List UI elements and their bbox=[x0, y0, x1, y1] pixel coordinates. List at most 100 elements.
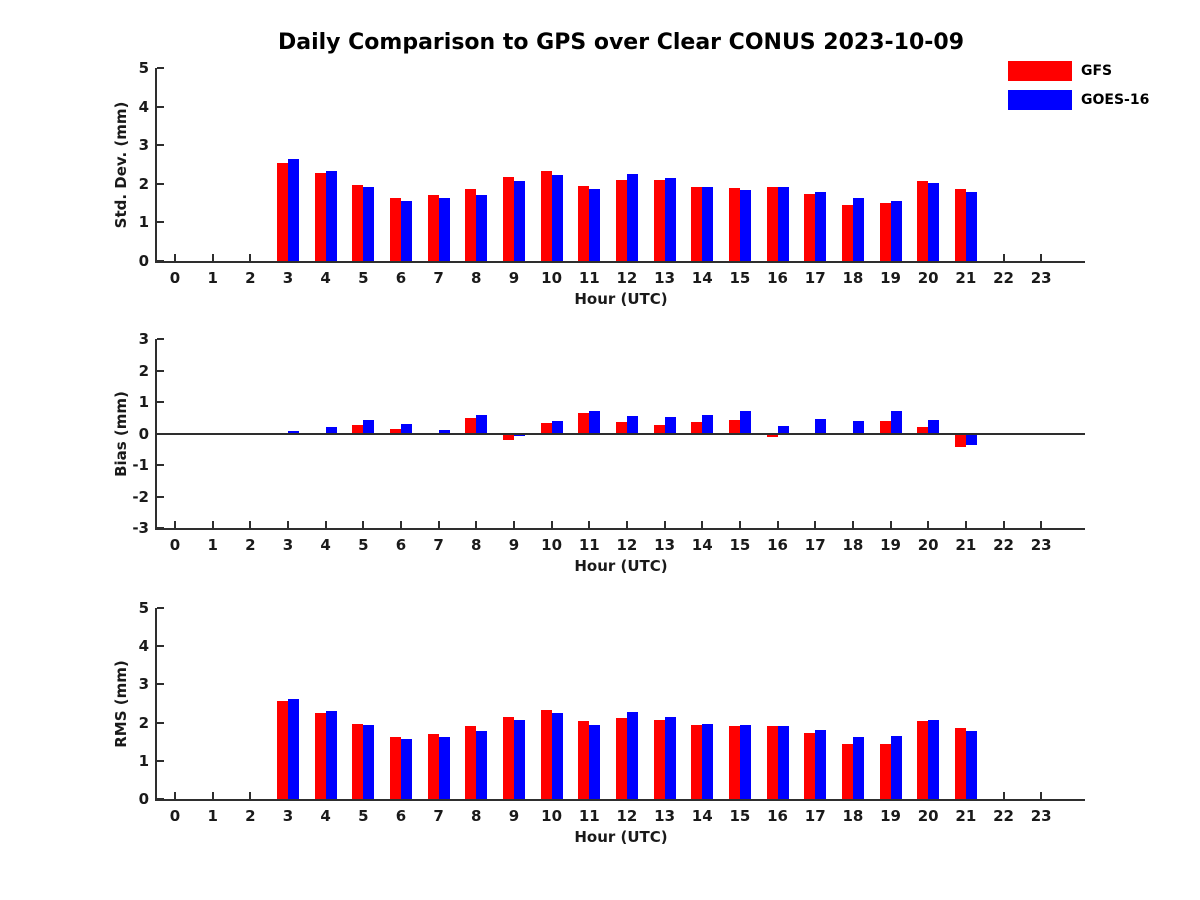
bar-gfs-h6 bbox=[389, 428, 401, 434]
bar-goes16-h14 bbox=[702, 187, 714, 261]
bar-goes16-h9 bbox=[513, 181, 525, 261]
x-tick-label: 15 bbox=[729, 807, 751, 825]
y-tick-label: 1 bbox=[138, 393, 149, 411]
bar-goes16-h19 bbox=[890, 200, 902, 261]
y-tick-label: 5 bbox=[138, 599, 149, 617]
x-tick bbox=[1002, 521, 1005, 528]
bar-goes16-h15 bbox=[739, 411, 751, 434]
x-tick-label: 1 bbox=[207, 269, 218, 287]
bar-gfs-h15 bbox=[728, 188, 740, 261]
bar-gfs-h9 bbox=[502, 433, 514, 441]
x-tick-label: 23 bbox=[1030, 536, 1052, 554]
y-tick-label: 3 bbox=[138, 675, 149, 694]
x-tick bbox=[851, 521, 854, 528]
x-tick-label: 2 bbox=[245, 536, 256, 554]
y-tick-label: 4 bbox=[138, 97, 149, 116]
x-tick bbox=[1002, 254, 1005, 261]
bar-gfs-h20 bbox=[917, 721, 929, 799]
bar-goes16-h10 bbox=[551, 174, 563, 261]
bar-gfs-h5 bbox=[352, 723, 364, 799]
x-tick bbox=[249, 792, 252, 799]
x-tick bbox=[399, 521, 402, 528]
bar-gfs-h18 bbox=[841, 205, 853, 261]
y-tick bbox=[157, 721, 164, 724]
x-tick-label: 18 bbox=[842, 269, 864, 287]
x-tick bbox=[174, 521, 176, 528]
bar-gfs-h15 bbox=[728, 419, 740, 434]
bar-goes16-h9 bbox=[513, 433, 525, 437]
x-tick-label: 7 bbox=[433, 807, 444, 825]
x-tick-label: 3 bbox=[282, 536, 294, 554]
bar-gfs-h8 bbox=[465, 417, 477, 434]
legend: GFS GOES-16 bbox=[1008, 61, 1149, 110]
bar-goes16-h7 bbox=[438, 737, 450, 799]
bar-gfs-h12 bbox=[615, 422, 627, 434]
bar-gfs-h11 bbox=[578, 413, 590, 434]
y-tick bbox=[157, 645, 164, 648]
bar-goes16-h11 bbox=[589, 188, 601, 261]
bar-gfs-h3 bbox=[276, 162, 288, 261]
x-tick bbox=[1040, 521, 1043, 528]
x-tick-label: 22 bbox=[993, 269, 1014, 287]
bar-gfs-h15 bbox=[728, 726, 740, 799]
x-tick bbox=[588, 521, 591, 528]
bar-gfs-h21 bbox=[954, 727, 966, 799]
bar-gfs-h9 bbox=[502, 177, 514, 261]
bar-gfs-h13 bbox=[653, 180, 665, 261]
x-tick bbox=[776, 521, 779, 528]
x-tick bbox=[1040, 254, 1043, 261]
x-tick-label: 10 bbox=[541, 807, 563, 825]
bar-goes16-h10 bbox=[551, 713, 563, 799]
legend-item-goes16: GOES-16 bbox=[1008, 90, 1149, 110]
x-tick-label: 6 bbox=[395, 269, 407, 287]
x-tick-label: 0 bbox=[169, 269, 181, 287]
x-axis-line bbox=[155, 799, 1085, 801]
y-tick-label: -1 bbox=[132, 456, 149, 474]
bar-goes16-h20 bbox=[928, 419, 940, 434]
x-tick-label: 12 bbox=[616, 536, 638, 554]
x-tick-label: 19 bbox=[880, 807, 901, 825]
bar-goes16-h16 bbox=[777, 425, 789, 434]
bar-gfs-h19 bbox=[879, 203, 891, 261]
bar-gfs-h21 bbox=[954, 189, 966, 261]
bar-goes16-h3 bbox=[287, 159, 299, 261]
x-tick-label: 2 bbox=[245, 269, 256, 287]
y-tick bbox=[157, 401, 164, 403]
x-tick-label: 13 bbox=[654, 269, 676, 287]
x-tick bbox=[324, 521, 327, 528]
bar-goes16-h17 bbox=[815, 419, 827, 434]
x-tick-label: 16 bbox=[767, 536, 788, 554]
bar-goes16-h4 bbox=[325, 711, 337, 799]
x-tick bbox=[1040, 792, 1043, 799]
x-tick bbox=[889, 521, 892, 528]
bar-gfs-h20 bbox=[917, 181, 929, 261]
x-tick-label: 14 bbox=[691, 807, 713, 825]
x-tick bbox=[174, 254, 176, 261]
bar-gfs-h8 bbox=[465, 188, 477, 261]
x-tick-label: 22 bbox=[993, 807, 1014, 825]
x-tick-label: 7 bbox=[433, 536, 444, 554]
bar-goes16-h21 bbox=[965, 730, 977, 799]
x-tick bbox=[286, 521, 289, 528]
x-tick-label: 11 bbox=[578, 536, 600, 554]
bar-goes16-h15 bbox=[739, 725, 751, 799]
bar-gfs-h3 bbox=[276, 701, 288, 799]
x-tick bbox=[249, 521, 252, 528]
y-tick-label: 2 bbox=[138, 174, 149, 193]
bar-gfs-h6 bbox=[389, 198, 401, 261]
bar-gfs-h14 bbox=[691, 422, 703, 434]
x-tick-label: 5 bbox=[358, 269, 369, 287]
x-axis-line bbox=[155, 261, 1085, 263]
bar-goes16-h7 bbox=[438, 430, 450, 434]
y-tick-label: 2 bbox=[138, 713, 149, 732]
x-tick-label: 17 bbox=[804, 807, 826, 825]
y-tick-label: -2 bbox=[132, 487, 149, 506]
bar-gfs-h16 bbox=[766, 433, 778, 438]
x-tick bbox=[211, 254, 214, 261]
y-tick bbox=[157, 182, 164, 185]
bar-gfs-h19 bbox=[879, 743, 891, 799]
bar-goes16-h16 bbox=[777, 187, 789, 261]
bar-goes16-h21 bbox=[965, 192, 977, 261]
x-tick-label: 23 bbox=[1030, 807, 1052, 825]
bar-goes16-h12 bbox=[626, 416, 638, 434]
